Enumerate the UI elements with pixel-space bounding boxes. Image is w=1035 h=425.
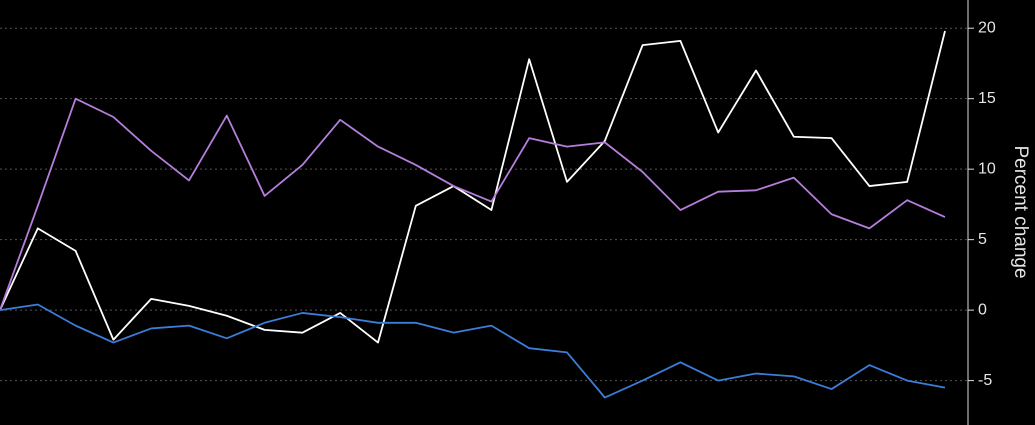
y-tick-label: 5 xyxy=(978,231,987,248)
y-axis-label: Percent change xyxy=(1010,145,1031,278)
y-tick-label: 0 xyxy=(978,301,987,318)
y-tick-label: 20 xyxy=(978,19,996,36)
y-tick-label: 15 xyxy=(978,90,996,107)
y-tick-label: 10 xyxy=(978,160,996,177)
line-series xyxy=(0,30,946,344)
line-series xyxy=(0,303,946,399)
y-tick-label: -5 xyxy=(978,372,992,389)
line-series xyxy=(0,97,946,311)
